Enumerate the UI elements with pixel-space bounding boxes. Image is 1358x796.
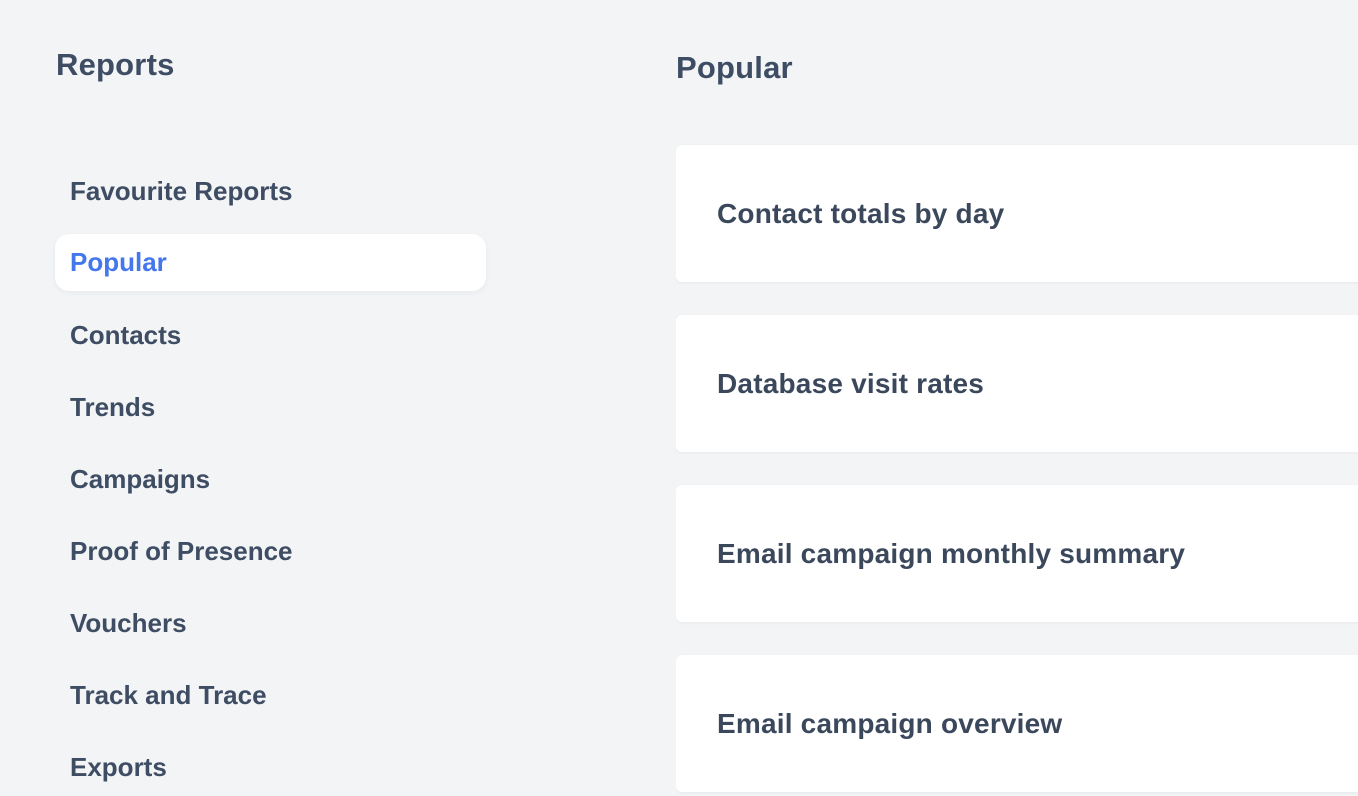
sidebar-item-track-and-trace[interactable]: Track and Trace bbox=[55, 659, 486, 731]
sidebar-item-proof-of-presence[interactable]: Proof of Presence bbox=[55, 515, 486, 587]
sidebar-item-label: Contacts bbox=[70, 319, 182, 350]
report-card-title: Database visit rates bbox=[717, 367, 985, 399]
sidebar-item-favourite-reports[interactable]: Favourite Reports bbox=[55, 155, 486, 227]
sidebar-item-label: Campaigns bbox=[70, 463, 211, 494]
sidebar-item-label: Proof of Presence bbox=[70, 535, 293, 566]
main-panel: Popular Contact totals by day Database v… bbox=[676, 0, 1358, 796]
sidebar: Reports Favourite Reports Popular Contac… bbox=[0, 0, 676, 796]
sidebar-item-label: Popular bbox=[70, 247, 167, 277]
sidebar-item-label: Favourite Reports bbox=[70, 175, 293, 206]
sidebar-item-vouchers[interactable]: Vouchers bbox=[55, 587, 486, 659]
sidebar-item-popular[interactable]: Popular bbox=[55, 234, 486, 291]
sidebar-item-trends[interactable]: Trends bbox=[55, 371, 486, 443]
sidebar-item-label: Trends bbox=[70, 391, 156, 422]
report-card-title: Contact totals by day bbox=[717, 197, 1005, 229]
sidebar-item-exports[interactable]: Exports bbox=[55, 731, 486, 796]
sidebar-item-contacts[interactable]: Contacts bbox=[55, 299, 486, 371]
report-card-email-campaign-overview[interactable]: Email campaign overview bbox=[676, 655, 1358, 792]
report-card-title: Email campaign monthly summary bbox=[717, 537, 1186, 569]
sidebar-item-label: Vouchers bbox=[70, 607, 187, 638]
report-card-database-visit-rates[interactable]: Database visit rates bbox=[676, 315, 1358, 452]
sidebar-item-label: Track and Trace bbox=[70, 679, 267, 710]
sidebar-item-label: Exports bbox=[70, 751, 167, 782]
report-card-email-campaign-monthly-summary[interactable]: Email campaign monthly summary bbox=[676, 485, 1358, 622]
report-card-title: Email campaign overview bbox=[717, 707, 1063, 739]
reports-nav: Favourite Reports Popular Contacts Trend… bbox=[55, 155, 486, 796]
reports-title: Reports bbox=[56, 47, 175, 82]
report-card-list: Contact totals by day Database visit rat… bbox=[676, 145, 1358, 792]
sidebar-item-campaigns[interactable]: Campaigns bbox=[55, 443, 486, 515]
report-card-contact-totals-by-day[interactable]: Contact totals by day bbox=[676, 145, 1358, 282]
page-title: Popular bbox=[676, 50, 793, 85]
